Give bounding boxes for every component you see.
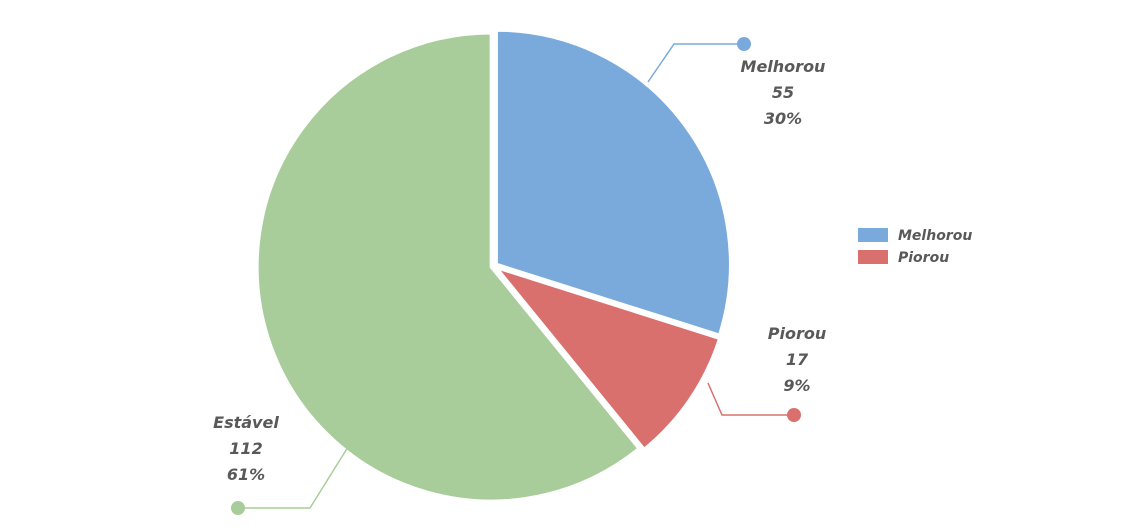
pie-slice-estavel: [255, 31, 641, 503]
data-label-percent-estavel: 61%: [227, 465, 265, 484]
legend: Melhorou Piorou: [858, 228, 972, 266]
data-label-value-melhorou: 55: [772, 83, 794, 102]
legend-swatch-melhorou: [858, 228, 888, 242]
legend-swatch-piorou: [858, 250, 888, 264]
data-label-value-piorou: 17: [786, 350, 809, 369]
leader-dot-estavel: [231, 501, 245, 515]
data-labels: Melhorou 55 30% Piorou 17 9% Estável 112 61%: [213, 57, 826, 484]
pie-slices: [255, 28, 732, 503]
data-label-name-melhorou: Melhorou: [741, 57, 826, 76]
leader-dot-piorou: [787, 408, 801, 422]
data-label-value-estavel: 112: [229, 439, 262, 458]
data-label-name-estavel: Estável: [213, 413, 279, 432]
data-label-percent-piorou: 9%: [783, 376, 810, 395]
data-label-percent-melhorou: 30%: [764, 109, 802, 128]
legend-label-melhorou: Melhorou: [898, 228, 972, 244]
leader-line-piorou: [707, 382, 794, 416]
pie-slice-piorou: [494, 266, 722, 451]
pie-slice-melhorou: [494, 28, 732, 337]
leader-line-estavel: [238, 446, 349, 509]
legend-label-piorou: Piorou: [898, 250, 949, 266]
leader-dot-melhorou: [737, 37, 751, 51]
leader-lines: [231, 37, 801, 515]
leader-line-melhorou: [647, 43, 744, 83]
data-label-name-piorou: Piorou: [768, 324, 826, 343]
